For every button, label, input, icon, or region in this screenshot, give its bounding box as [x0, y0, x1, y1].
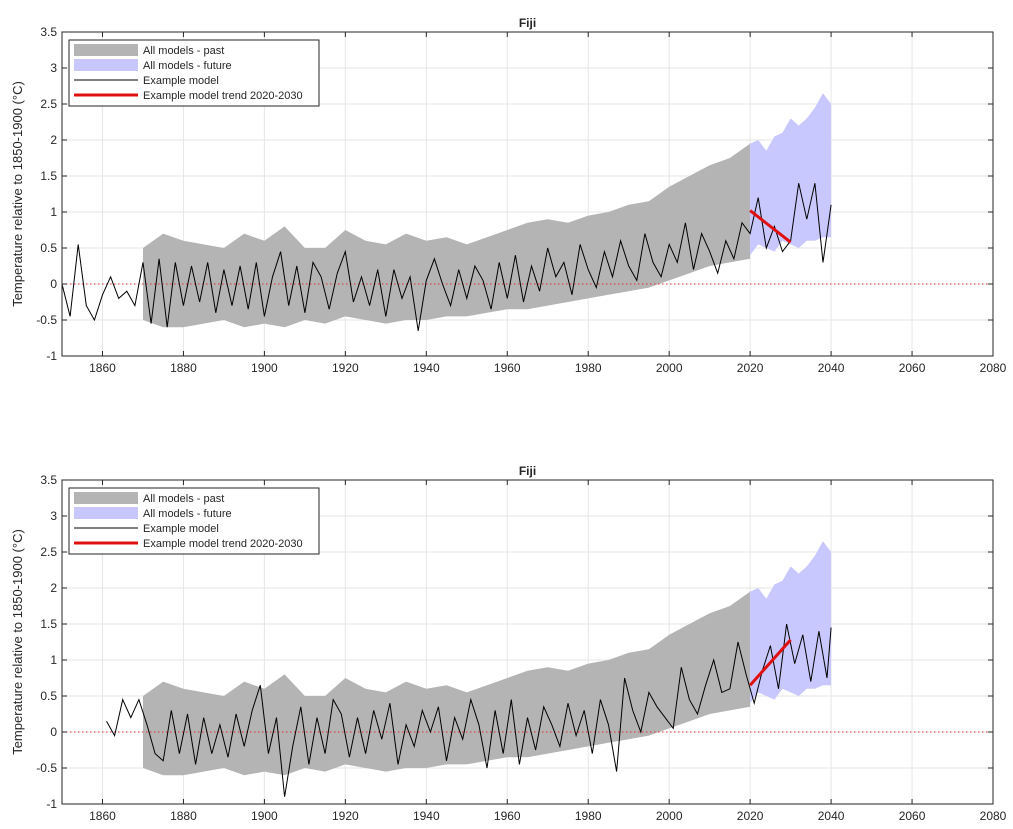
y-tick-label: 2: [50, 581, 57, 595]
legend-label: All models - past: [143, 45, 224, 57]
y-tick-label: 0: [50, 725, 57, 739]
y-tick-label: 1: [50, 205, 57, 219]
legend-label: Example model: [143, 523, 219, 535]
legend-label: Example model trend 2020-2030: [143, 538, 303, 550]
y-tick-label: 1: [50, 653, 57, 667]
y-tick-label: 0: [50, 277, 57, 291]
x-tick-label: 2040: [818, 809, 845, 823]
legend-swatch: [74, 507, 138, 519]
trend-line: [749, 209, 792, 244]
x-tick-label: 1920: [332, 809, 359, 823]
x-tick-label: 1880: [170, 809, 197, 823]
x-tick-label: 2000: [656, 809, 683, 823]
band-all-models-past: [143, 143, 751, 328]
x-tick-label: 2060: [899, 809, 926, 823]
legend-label: All models - future: [143, 508, 232, 520]
x-tick-label: 1900: [251, 361, 278, 375]
axes-box: [61, 31, 994, 357]
y-tick-label: 0.5: [40, 689, 57, 703]
y-tick-label: -0.5: [36, 761, 57, 775]
x-tick-label: 2000: [656, 361, 683, 375]
chart-1: 1860 1880 1900 1920 1940 1960 1980 2000 2020 2040…: [10, 16, 1007, 375]
y-axis-label: Temperature relative to 1850-1900 (°C): [10, 81, 25, 307]
x-tick-label: 2020: [737, 809, 764, 823]
chart-title: Fiji: [519, 464, 536, 478]
y-tick-label: 0.5: [40, 241, 57, 255]
x-tick-label: 1980: [575, 361, 602, 375]
y-tick-label: 3.5: [40, 473, 57, 487]
y-tick-label: -0.5: [36, 313, 57, 327]
x-tick-label: 2080: [980, 361, 1007, 375]
series-line-example-model: [61, 183, 832, 331]
x-tick-label: 1880: [170, 361, 197, 375]
legend-swatch: [74, 492, 138, 504]
axes-box: [61, 479, 994, 805]
y-tick-label: 2.5: [40, 545, 57, 559]
y-tick-label: 2.5: [40, 97, 57, 111]
band-all-models-past: [143, 591, 751, 776]
x-tick-label: 2060: [899, 361, 926, 375]
x-tick-label: 1860: [89, 809, 116, 823]
y-tick-label: -1: [46, 349, 57, 363]
trend-line: [749, 638, 792, 687]
x-tick-label: 1980: [575, 809, 602, 823]
legend-label: Example model: [143, 75, 219, 87]
x-tick-label: 1920: [332, 361, 359, 375]
y-tick-label: 3.5: [40, 25, 57, 39]
legend: All models - past All models - future Exam…: [68, 39, 320, 107]
y-tick-label: 2: [50, 133, 57, 147]
chart-2: 1860 1880 1900 1920 1940 1960 1980 2000 2020 2040…: [10, 464, 1007, 823]
x-tick-label: 2040: [818, 361, 845, 375]
y-tick-label: 1.5: [40, 617, 57, 631]
x-tick-label: 1860: [89, 361, 116, 375]
y-axis-label: Temperature relative to 1850-1900 (°C): [10, 529, 25, 755]
legend: All models - past All models - future Exam…: [68, 487, 320, 555]
chart-title: Fiji: [519, 16, 536, 30]
legend-label: All models - future: [143, 60, 232, 72]
series-line-example-model: [106, 623, 832, 797]
legend-label: All models - past: [143, 493, 224, 505]
x-tick-label: 1900: [251, 809, 278, 823]
legend-swatch: [74, 59, 138, 71]
x-tick-label: 1940: [413, 809, 440, 823]
legend-label: Example model trend 2020-2030: [143, 90, 303, 102]
band-all-models-future: [750, 93, 832, 256]
y-tick-label: -1: [46, 797, 57, 811]
x-tick-label: 2080: [980, 809, 1007, 823]
x-tick-label: 1960: [494, 361, 521, 375]
y-tick-label: 1.5: [40, 169, 57, 183]
x-tick-label: 2020: [737, 361, 764, 375]
x-tick-label: 1960: [494, 809, 521, 823]
y-tick-label: 3: [50, 61, 57, 75]
y-tick-label: 3: [50, 509, 57, 523]
x-tick-label: 1940: [413, 361, 440, 375]
legend-swatch: [74, 44, 138, 56]
